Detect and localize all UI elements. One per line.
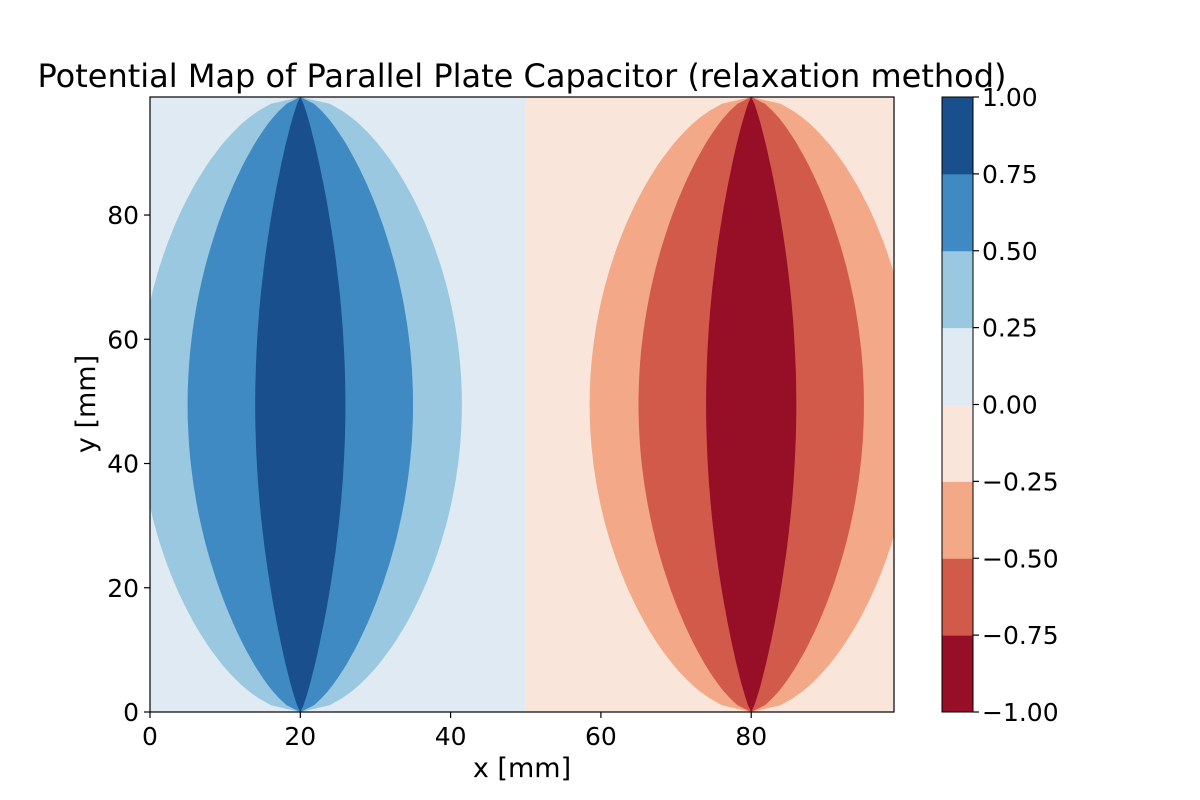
colorbar-tick-label: −0.50	[982, 544, 1059, 573]
plot-frame	[149, 96, 895, 713]
colorbar-tick-label: 0.00	[982, 391, 1038, 420]
y-tick-label: 60	[107, 325, 139, 354]
colorbar-segment	[942, 404, 973, 482]
x-tick-label: 60	[585, 722, 617, 751]
x-tick-label: 80	[735, 722, 767, 751]
x-axis: 0 20 40 60 80	[142, 712, 767, 751]
contour-band-left-3	[255, 97, 346, 712]
y-tick-label: 40	[107, 450, 139, 479]
colorbar-segment	[942, 173, 973, 252]
colorbar-tick-label: 1.00	[982, 83, 1038, 112]
colorbar-tick-label: −0.25	[982, 467, 1059, 496]
colorbar-segment	[942, 635, 973, 713]
x-tick-label: 0	[142, 722, 158, 751]
colorbar-segment	[942, 250, 973, 329]
contour-band-right-7	[706, 97, 797, 712]
colorbar-segment	[942, 558, 973, 636]
y-axis-label: y [mm]	[71, 355, 102, 453]
colorbar-segment	[942, 97, 973, 175]
y-tick-label: 0	[123, 698, 139, 727]
colorbar-segment	[942, 481, 973, 559]
y-tick-label: 80	[107, 201, 139, 230]
colorbar-tick-label: 0.50	[982, 237, 1038, 266]
y-axis: 0 20 40 60 80	[107, 201, 150, 727]
x-axis-label: x [mm]	[473, 753, 571, 784]
colorbar-tick-label: −0.75	[982, 621, 1059, 650]
x-tick-label: 40	[435, 722, 467, 751]
x-tick-label: 20	[284, 722, 316, 751]
y-tick-label: 20	[107, 574, 139, 603]
plot-area	[149, 96, 895, 713]
colorbar-segment	[942, 327, 973, 405]
colorbar-tick-label: 0.25	[982, 314, 1038, 343]
colorbar: 1.00 0.75 0.50 0.25 0.00 −0.25 −0.50 −0.75 −1.00	[941, 83, 1059, 727]
colorbar-tick-label: −1.00	[982, 698, 1059, 727]
colorbar-tick-label: 0.75	[982, 160, 1038, 189]
chart-title: Potential Map of Parallel Plate Capacito…	[37, 57, 1006, 95]
